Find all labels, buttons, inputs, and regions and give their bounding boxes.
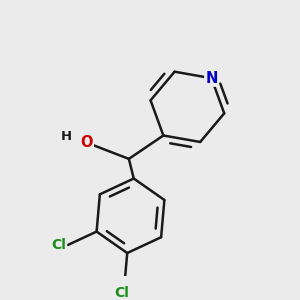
Text: N: N (205, 71, 218, 86)
Text: O: O (80, 135, 93, 150)
Text: H: H (61, 130, 72, 143)
Text: Cl: Cl (114, 286, 129, 300)
Text: Cl: Cl (51, 238, 66, 252)
